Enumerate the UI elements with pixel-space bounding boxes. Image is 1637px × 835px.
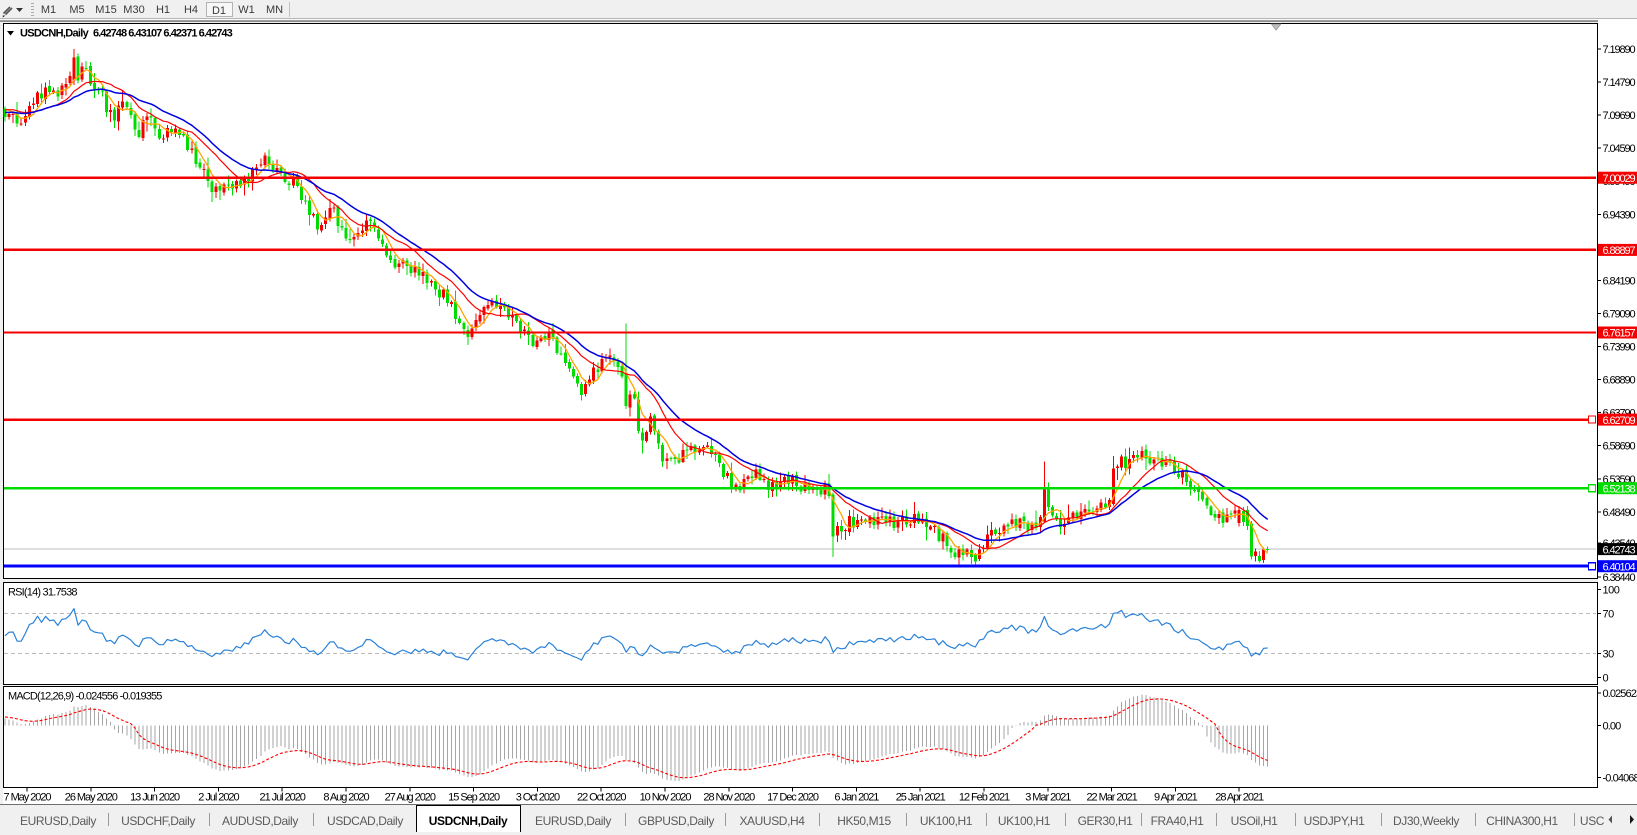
svg-text:7.09690: 7.09690: [1603, 110, 1636, 122]
svg-text:13 Jun 2020: 13 Jun 2020: [130, 792, 180, 804]
svg-text:6.84190: 6.84190: [1603, 275, 1636, 287]
svg-text:6.94390: 6.94390: [1603, 209, 1636, 221]
svg-text:26 May 2020: 26 May 2020: [65, 792, 118, 804]
svg-text:RSI(14) 31.7538: RSI(14) 31.7538: [8, 587, 77, 599]
svg-text:7.00029: 7.00029: [1603, 173, 1636, 185]
svg-text:12 Feb 2021: 12 Feb 2021: [959, 792, 1010, 804]
svg-text:0: 0: [1603, 673, 1609, 685]
svg-text:25 Jan 2021: 25 Jan 2021: [896, 792, 946, 804]
svg-text:0.025623: 0.025623: [1603, 688, 1637, 700]
svg-text:6.42748 6.43107 6.42371 6.4274: 6.42748 6.43107 6.42371 6.42743: [93, 28, 233, 40]
svg-text:21 Jul 2020: 21 Jul 2020: [260, 792, 306, 804]
svg-text:10 Nov 2020: 10 Nov 2020: [640, 792, 692, 804]
svg-text:6 Jan 2021: 6 Jan 2021: [834, 792, 879, 804]
svg-text:15 Sep 2020: 15 Sep 2020: [448, 792, 500, 804]
svg-text:22 Mar 2021: 22 Mar 2021: [1086, 792, 1137, 804]
svg-text:6.62709: 6.62709: [1603, 415, 1636, 427]
svg-text:2 Jul 2020: 2 Jul 2020: [198, 792, 239, 804]
svg-text:7.19890: 7.19890: [1603, 44, 1636, 56]
svg-text:MACD(12,26,9) -0.024556 -0.019: MACD(12,26,9) -0.024556 -0.019355: [8, 691, 162, 703]
svg-text:27 Aug 2020: 27 Aug 2020: [385, 792, 436, 804]
svg-text:100: 100: [1603, 585, 1620, 597]
svg-text:6.79090: 6.79090: [1603, 308, 1636, 320]
svg-text:22 Oct 2020: 22 Oct 2020: [577, 792, 626, 804]
svg-text:6.38440: 6.38440: [1603, 572, 1636, 584]
svg-text:6.88897: 6.88897: [1603, 245, 1636, 257]
svg-text:17 Dec 2020: 17 Dec 2020: [767, 792, 819, 804]
svg-text:9 Apr 2021: 9 Apr 2021: [1154, 792, 1198, 804]
svg-text:6.68890: 6.68890: [1603, 375, 1636, 387]
svg-text:6.76157: 6.76157: [1603, 328, 1636, 340]
svg-text:3 Oct 2020: 3 Oct 2020: [516, 792, 560, 804]
svg-text:7 May 2020: 7 May 2020: [4, 792, 52, 804]
svg-text:6.73990: 6.73990: [1603, 342, 1636, 354]
svg-text:7.14790: 7.14790: [1603, 77, 1636, 89]
svg-text:30: 30: [1603, 649, 1615, 661]
svg-text:28 Apr 2021: 28 Apr 2021: [1215, 792, 1264, 804]
svg-text:7.04590: 7.04590: [1603, 143, 1636, 155]
svg-text:70: 70: [1603, 609, 1615, 621]
svg-text:0.00: 0.00: [1603, 720, 1622, 732]
svg-text:6.48490: 6.48490: [1603, 507, 1636, 519]
svg-text:6.52138: 6.52138: [1603, 483, 1636, 495]
svg-text:6.40104: 6.40104: [1603, 561, 1636, 573]
svg-text:3 Mar 2021: 3 Mar 2021: [1025, 792, 1071, 804]
svg-text:6.42743: 6.42743: [1603, 544, 1636, 556]
svg-text:8 Aug 2020: 8 Aug 2020: [323, 792, 369, 804]
svg-text:6.58690: 6.58690: [1603, 441, 1636, 453]
svg-text:USDCNH,Daily: USDCNH,Daily: [20, 28, 90, 40]
svg-text:28 Nov 2020: 28 Nov 2020: [703, 792, 755, 804]
